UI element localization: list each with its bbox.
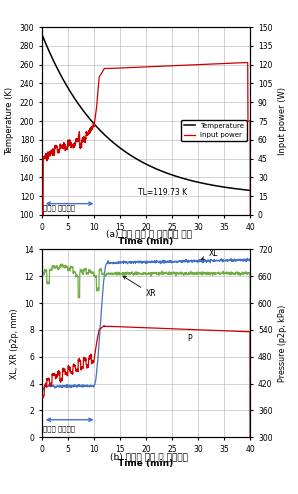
Text: 주파수 특성평가: 주파수 특성평가: [43, 425, 75, 432]
Y-axis label: Temperature (K): Temperature (K): [5, 87, 14, 155]
Y-axis label: Pressure (p2p, kPa): Pressure (p2p, kPa): [278, 305, 287, 382]
Text: XR: XR: [123, 276, 157, 298]
Text: (a) 입력 전력 및 최저도달 온도: (a) 입력 전력 및 최저도달 온도: [106, 230, 192, 239]
Text: 주파수 특성평가: 주파수 특성평가: [43, 204, 75, 211]
X-axis label: Time (min): Time (min): [118, 459, 174, 468]
Y-axis label: Input power (W): Input power (W): [278, 87, 287, 155]
Text: (b) 피스톤 행경 및 압력진폭: (b) 피스톤 행경 및 압력진폭: [110, 452, 188, 461]
Text: P: P: [188, 333, 193, 343]
Text: TL=119.73 K: TL=119.73 K: [138, 188, 187, 197]
Y-axis label: XL, XR (p2p, mm): XL, XR (p2p, mm): [10, 308, 19, 378]
Text: XL: XL: [201, 249, 218, 259]
Legend: Temperature, Input power: Temperature, Input power: [181, 120, 247, 141]
X-axis label: Time (min): Time (min): [118, 237, 174, 246]
